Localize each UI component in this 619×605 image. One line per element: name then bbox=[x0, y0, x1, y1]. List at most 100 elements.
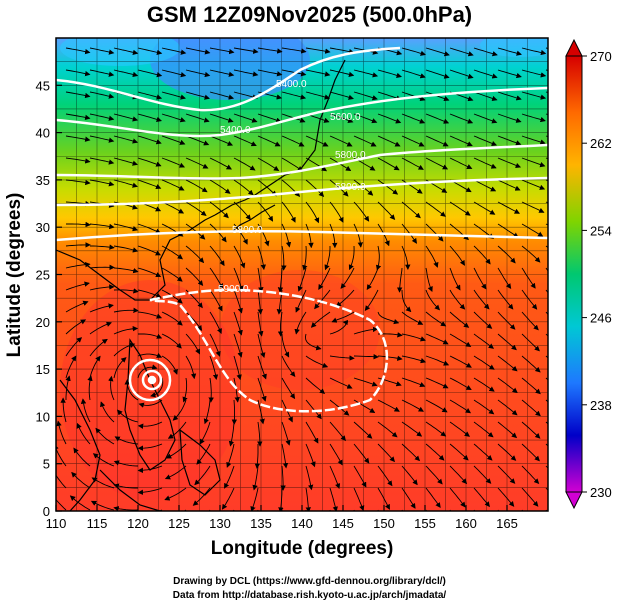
streamline-arrow bbox=[208, 377, 214, 403]
streamline-arrow bbox=[401, 377, 426, 388]
streamline-arrow bbox=[95, 427, 115, 445]
colorbar-tick-label: 262 bbox=[590, 136, 612, 151]
plot-area: 5400.0 5400.0 5600.0 5800.0 5800.0 5800.… bbox=[56, 38, 548, 511]
streamline-arrow bbox=[353, 465, 367, 488]
y-tick-label: 0 bbox=[43, 504, 50, 519]
streamline-arrow bbox=[425, 487, 441, 509]
streamline-arrow bbox=[377, 487, 390, 510]
streamline-arrow bbox=[329, 223, 338, 249]
x-tick-label: 150 bbox=[373, 516, 395, 531]
streamline-arrow bbox=[377, 421, 398, 438]
streamline-arrow bbox=[281, 245, 287, 271]
streamline-arrow bbox=[185, 179, 208, 193]
streamline-arrow bbox=[521, 69, 547, 78]
streamline-arrow bbox=[209, 47, 235, 55]
x-tick-label: 160 bbox=[455, 516, 477, 531]
streamline-arrow bbox=[257, 421, 263, 447]
y-tick-label: 45 bbox=[36, 78, 50, 93]
streamline-arrow bbox=[497, 289, 514, 310]
streamline-arrow bbox=[497, 47, 522, 56]
streamline-arrow bbox=[281, 223, 292, 248]
streamline-arrow bbox=[209, 289, 223, 312]
streamline-arrow bbox=[281, 69, 307, 77]
streamline-arrow bbox=[497, 399, 518, 416]
streamline-arrow bbox=[329, 47, 355, 55]
streamline-arrow bbox=[113, 267, 139, 274]
streamline-arrow bbox=[521, 333, 540, 352]
streamline-arrow bbox=[231, 399, 238, 425]
streamline-arrow bbox=[113, 288, 139, 294]
streamline-arrow bbox=[60, 397, 67, 423]
streamline-arrow bbox=[137, 443, 163, 451]
streamline-arrow bbox=[281, 91, 307, 100]
streamline-arrow bbox=[425, 355, 450, 366]
streamline-arrow bbox=[521, 311, 539, 331]
streamline-arrow bbox=[329, 319, 349, 335]
streamline-arrow bbox=[497, 201, 520, 214]
colorbar-tick-label: 270 bbox=[590, 49, 612, 64]
streamline-arrow bbox=[377, 157, 400, 171]
streamline-arrow bbox=[473, 47, 498, 57]
streamline-arrow bbox=[545, 201, 548, 204]
streamline-arrow bbox=[521, 421, 541, 439]
streamline-arrow bbox=[305, 355, 329, 368]
height-contours bbox=[56, 46, 548, 413]
streamline-arrow bbox=[497, 267, 512, 290]
streamline-arrow bbox=[425, 135, 449, 147]
streamline-arrow bbox=[233, 355, 242, 381]
streamline-arrow bbox=[137, 364, 158, 379]
streamline-arrow bbox=[209, 333, 221, 357]
streamline-arrow bbox=[497, 421, 518, 439]
streamline-arrow bbox=[257, 157, 280, 171]
streamline-arrow bbox=[497, 465, 516, 484]
streamline-arrow bbox=[209, 69, 235, 77]
streamline-arrow bbox=[401, 465, 418, 486]
streamline-arrow bbox=[161, 201, 185, 214]
streamlines bbox=[56, 47, 548, 511]
streamline-arrow bbox=[161, 355, 178, 375]
streamline-arrow bbox=[137, 91, 163, 100]
streamline-arrow bbox=[113, 307, 139, 313]
streamline-arrow bbox=[377, 443, 395, 463]
streamline-arrow bbox=[209, 179, 231, 194]
streamline-arrow bbox=[305, 377, 326, 394]
streamline-arrow bbox=[401, 487, 416, 509]
streamline-arrow bbox=[521, 91, 547, 100]
colorbar-tick-label: 238 bbox=[590, 398, 612, 413]
streamline-arrow bbox=[353, 326, 379, 335]
streamline-arrow bbox=[305, 421, 319, 444]
streamline-arrow bbox=[281, 509, 283, 511]
streamline-arrow bbox=[196, 443, 211, 465]
streamline-arrow bbox=[348, 245, 355, 271]
streamline-arrow bbox=[425, 201, 446, 217]
streamline-arrow bbox=[203, 399, 211, 425]
streamline-arrow bbox=[66, 221, 91, 228]
streamline-arrow bbox=[209, 201, 229, 219]
streamline-arrow bbox=[449, 135, 473, 147]
streamline-arrow bbox=[335, 289, 355, 307]
streamline-arrow bbox=[65, 47, 91, 55]
x-tick-label: 120 bbox=[127, 516, 149, 531]
streamline-arrow bbox=[521, 113, 546, 123]
streamline-arrow bbox=[161, 267, 183, 282]
streamline-arrow bbox=[199, 421, 211, 445]
streamline-arrow bbox=[192, 487, 211, 506]
streamline-arrow bbox=[449, 465, 468, 485]
streamline-arrow bbox=[401, 509, 404, 511]
streamline-arrow bbox=[71, 471, 91, 489]
streamline-arrow bbox=[137, 223, 162, 234]
streamline-arrow bbox=[449, 311, 470, 328]
streamline-arrow bbox=[161, 179, 185, 191]
streamline-arrow bbox=[449, 355, 472, 368]
streamline-arrow bbox=[497, 157, 522, 168]
streamline-arrow bbox=[377, 311, 400, 325]
streamline-arrow bbox=[91, 477, 115, 489]
streamline-arrow bbox=[473, 355, 495, 370]
streamline-arrow bbox=[281, 157, 304, 172]
streamline-arrow bbox=[329, 421, 346, 442]
streamline-arrow bbox=[65, 375, 71, 400]
x-tick-label: 145 bbox=[332, 516, 354, 531]
streamline-arrow bbox=[100, 401, 115, 423]
streamline-arrow bbox=[65, 355, 77, 379]
streamline-arrow bbox=[161, 47, 187, 55]
